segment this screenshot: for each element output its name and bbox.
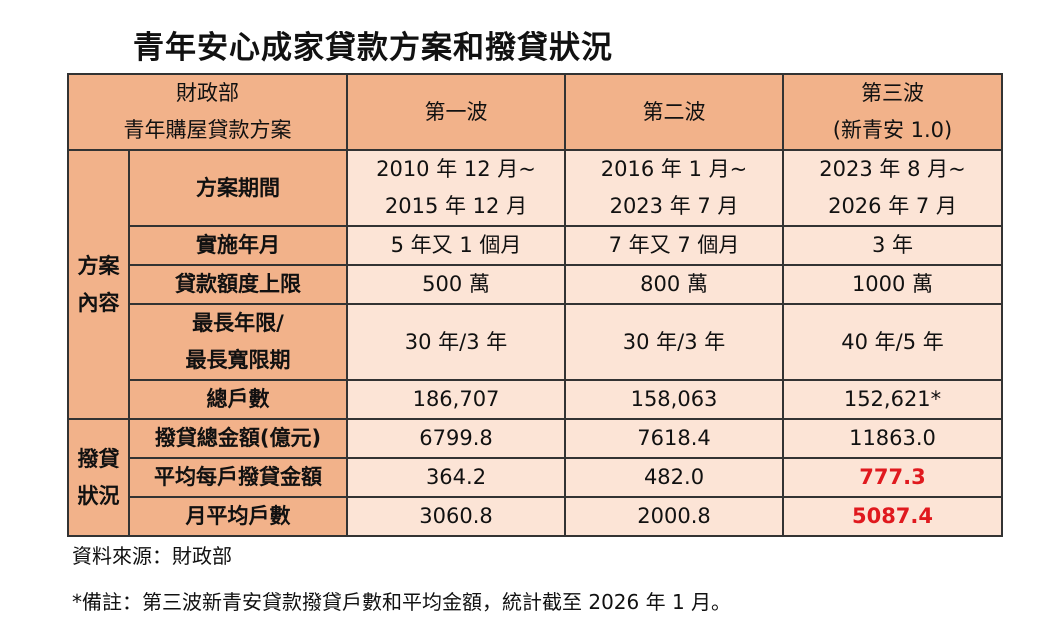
cell: 7 年又 7 個月 bbox=[564, 225, 784, 266]
loan-table: 財政部青年購屋貸款方案 第一波 第二波 第三波 (新青安 1.0) 方案內容 方案… bbox=[67, 73, 1003, 537]
cell-highlight: 777.3 bbox=[782, 457, 1003, 498]
row-label: 月平均戶數 bbox=[128, 496, 348, 537]
group-line: 狀況 bbox=[77, 483, 120, 508]
group-line: 方案 bbox=[77, 253, 120, 278]
cell: 11863.0 bbox=[782, 418, 1003, 459]
row-label: 方案期間 bbox=[128, 149, 348, 227]
corner-line: 財政部 bbox=[176, 81, 239, 105]
cell: 364.2 bbox=[346, 457, 566, 498]
wave-1-header: 第一波 bbox=[346, 73, 566, 151]
cell: 158,063 bbox=[564, 379, 784, 420]
cell: 3060.8 bbox=[346, 496, 566, 537]
cell: 500 萬 bbox=[346, 264, 566, 305]
cell: 40 年/5 年 bbox=[782, 303, 1003, 381]
header-row: 財政部青年購屋貸款方案 第一波 第二波 第三波 (新青安 1.0) bbox=[67, 73, 1003, 151]
cell: 7618.4 bbox=[564, 418, 784, 459]
cell: 800 萬 bbox=[564, 264, 784, 305]
row-label: 總戶數 bbox=[128, 379, 348, 420]
cell: 2023 年 8 月~ 2026 年 7 月 bbox=[782, 149, 1003, 227]
cell: 6799.8 bbox=[346, 418, 566, 459]
cell: 30 年/3 年 bbox=[564, 303, 784, 381]
wave-2-header: 第二波 bbox=[564, 73, 784, 151]
corner-header: 財政部青年購屋貸款方案 bbox=[67, 73, 348, 151]
cell: 186,707 bbox=[346, 379, 566, 420]
table-row: 月平均戶數 3060.8 2000.8 5087.4 bbox=[68, 496, 1003, 537]
table-row: 實施年月 5 年又 1 個月 7 年又 7 個月 3 年 bbox=[68, 225, 1003, 266]
row-label: 最長年限/最長寬限期 bbox=[128, 303, 348, 381]
group-line: 內容 bbox=[77, 290, 120, 315]
page-title: 青年安心成家貸款方案和撥貸狀況 bbox=[133, 30, 613, 66]
footnote: *備註：第三波新青安貸款撥貸戶數和平均金額，統計截至 2026 年 1 月。 bbox=[72, 590, 732, 614]
cell-highlight: 5087.4 bbox=[782, 496, 1003, 537]
cell: 152,621* bbox=[782, 379, 1003, 420]
cell: 2016 年 1 月~ 2023 年 7 月 bbox=[564, 149, 784, 227]
group-loan: 撥貸 狀況 bbox=[67, 418, 130, 537]
group-plan: 方案 內容 bbox=[67, 149, 130, 420]
table-row: 最長年限/最長寬限期 30 年/3 年 30 年/3 年 40 年/5 年 bbox=[68, 303, 1003, 381]
table-row: 貸款額度上限 500 萬 800 萬 1000 萬 bbox=[68, 264, 1003, 305]
cell: 482.0 bbox=[564, 457, 784, 498]
table-row: 總戶數 186,707 158,063 152,621* bbox=[68, 379, 1003, 420]
cell: 2010 年 12 月~ 2015 年 12 月 bbox=[346, 149, 566, 227]
table-row: 平均每戶撥貸金額 364.2 482.0 777.3 bbox=[68, 457, 1003, 498]
row-label: 貸款額度上限 bbox=[128, 264, 348, 305]
row-label: 實施年月 bbox=[128, 225, 348, 266]
cell: 3 年 bbox=[782, 225, 1003, 266]
wave-3-line: (新青安 1.0) bbox=[832, 118, 953, 142]
row-label: 平均每戶撥貸金額 bbox=[128, 457, 348, 498]
cell: 5 年又 1 個月 bbox=[346, 225, 566, 266]
group-line: 撥貸 bbox=[77, 446, 120, 471]
wave-3-line: 第三波 bbox=[861, 81, 924, 105]
table-row: 方案內容 方案期間 2010 年 12 月~ 2015 年 12 月 2016 年… bbox=[67, 149, 1003, 420]
cell: 30 年/3 年 bbox=[346, 303, 566, 381]
cell: 1000 萬 bbox=[782, 264, 1003, 305]
row-label: 撥貸總金額(億元) bbox=[128, 418, 348, 459]
wave-3-header: 第三波 (新青安 1.0) bbox=[782, 73, 1003, 151]
corner-line: 青年購屋貸款方案 bbox=[123, 118, 292, 142]
table-row: 撥貸狀況 撥貸總金額(億元) 6799.8 7618.4 11863.0 bbox=[67, 418, 1003, 537]
source-note: 資料來源：財政部 bbox=[72, 544, 232, 568]
cell: 2000.8 bbox=[564, 496, 784, 537]
